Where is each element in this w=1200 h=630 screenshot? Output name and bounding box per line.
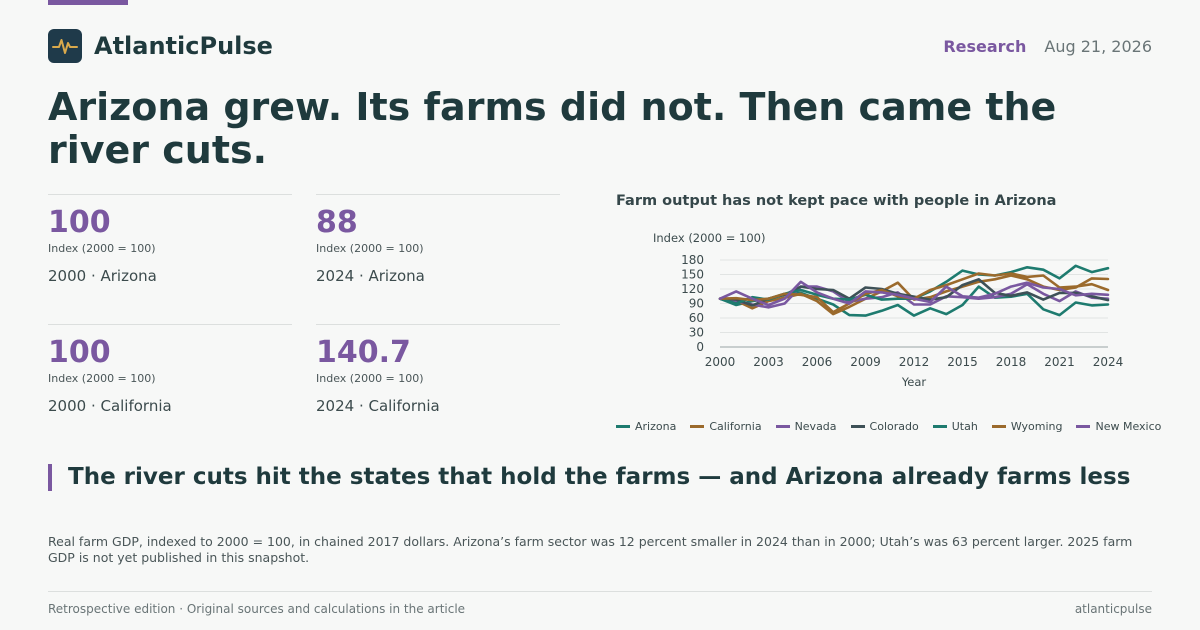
stat-label: 2024 · California (316, 397, 440, 415)
y-tick-label: 0 (696, 340, 704, 354)
x-tick-label: 2018 (996, 355, 1027, 369)
pulse-icon (48, 29, 82, 63)
legend-item[interactable]: Colorado (850, 420, 919, 433)
stat-label: 2000 · Arizona (48, 267, 157, 285)
y-tick-label: 150 (681, 268, 704, 282)
legend-label: California (709, 420, 762, 433)
stat-unit: Index (2000 = 100) (48, 242, 156, 255)
legend-swatch (1076, 425, 1091, 428)
stat-unit: Index (2000 = 100) (316, 372, 424, 385)
chart-legend: Arizona California Nevada Colorado Utah Wyomi… (616, 420, 1175, 433)
x-tick-label: 2000 (705, 355, 736, 369)
x-tick-label: 2009 (850, 355, 881, 369)
legend-swatch (932, 425, 947, 428)
brand-name: AtlanticPulse (94, 32, 273, 60)
x-tick-label: 2021 (1044, 355, 1075, 369)
page-title: Arizona grew. Its farms did not. Then ca… (48, 85, 1057, 172)
footer-note: Retrospective edition · Original sources… (48, 602, 466, 616)
stat-card: 140.7 Index (2000 = 100) 2024 · Californ… (316, 324, 560, 415)
x-axis-label: Year (901, 375, 927, 389)
stat-card: 100 Index (2000 = 100) 2000 · Arizona (48, 194, 292, 285)
series-line-new-mexico (718, 280, 1110, 307)
y-tick-label: 90 (689, 297, 704, 311)
y-axis-label: Index (2000 = 100) (653, 231, 765, 245)
legend-item[interactable]: New Mexico (1076, 420, 1161, 433)
stat-card: 88 Index (2000 = 100) 2024 · Arizona (316, 194, 560, 285)
stat-value: 100 (48, 205, 111, 240)
legend-item[interactable]: Utah (932, 420, 978, 433)
legend-label: New Mexico (1095, 420, 1162, 433)
x-tick-label: 2003 (753, 355, 784, 369)
y-tick-label: 120 (681, 282, 704, 296)
x-tick-label: 2006 (802, 355, 833, 369)
chart-title: Farm output has not kept pace with peopl… (616, 193, 1057, 209)
legend-item[interactable]: Wyoming (991, 420, 1063, 433)
legend-item[interactable]: California (690, 420, 762, 433)
legend-item[interactable]: Nevada (775, 420, 837, 433)
publish-date: Aug 21, 2026 (1044, 36, 1152, 56)
legend-swatch (616, 425, 630, 428)
y-tick-label: 30 (689, 326, 704, 340)
stat-value: 100 (48, 335, 111, 370)
legend-label: Utah (951, 420, 978, 433)
line-chart: Farm output has not kept pace with peopl… (600, 186, 1161, 442)
chart-note: Real farm GDP, indexed to 2000 = 100, in… (48, 534, 1133, 565)
brand[interactable]: AtlanticPulse (48, 29, 273, 63)
stat-label: 2000 · California (48, 397, 172, 415)
takeaway-heading: The river cuts hit the states that hold … (68, 464, 1131, 490)
stat-value: 88 (316, 205, 358, 240)
legend-swatch (775, 425, 790, 428)
footer-brand[interactable]: atlanticpulse (1074, 602, 1152, 616)
x-tick-label: 2012 (899, 355, 930, 369)
legend-label: Arizona (635, 420, 677, 433)
x-tick-label: 2015 (947, 355, 978, 369)
legend-swatch (850, 425, 865, 428)
y-tick-label: 180 (681, 253, 704, 267)
legend-item[interactable]: Arizona (616, 420, 676, 433)
legend-swatch (690, 425, 705, 428)
stat-value: 140.7 (316, 335, 411, 370)
section-link[interactable]: Research (943, 36, 1027, 56)
legend-label: Colorado (869, 420, 919, 433)
stat-unit: Index (2000 = 100) (316, 242, 424, 255)
legend-label: Wyoming (1010, 420, 1063, 433)
accent-bar (48, 0, 128, 5)
stat-card: 100 Index (2000 = 100) 2000 · California (48, 324, 292, 415)
series-line-nevada (718, 282, 1110, 309)
legend-swatch (991, 425, 1006, 428)
y-tick-label: 60 (689, 311, 704, 325)
legend-label: Nevada (794, 420, 837, 433)
stat-unit: Index (2000 = 100) (48, 372, 156, 385)
site-header: AtlanticPulse Research Aug 21, 2026 (48, 28, 1152, 64)
stat-label: 2024 · Arizona (316, 267, 425, 285)
takeaway-callout: The river cuts hit the states that hold … (48, 464, 1152, 491)
article-meta: Research Aug 21, 2026 (943, 37, 1152, 56)
x-tick-label: 2024 (1093, 355, 1124, 369)
page-footer: Retrospective edition · Original sources… (48, 591, 1152, 616)
